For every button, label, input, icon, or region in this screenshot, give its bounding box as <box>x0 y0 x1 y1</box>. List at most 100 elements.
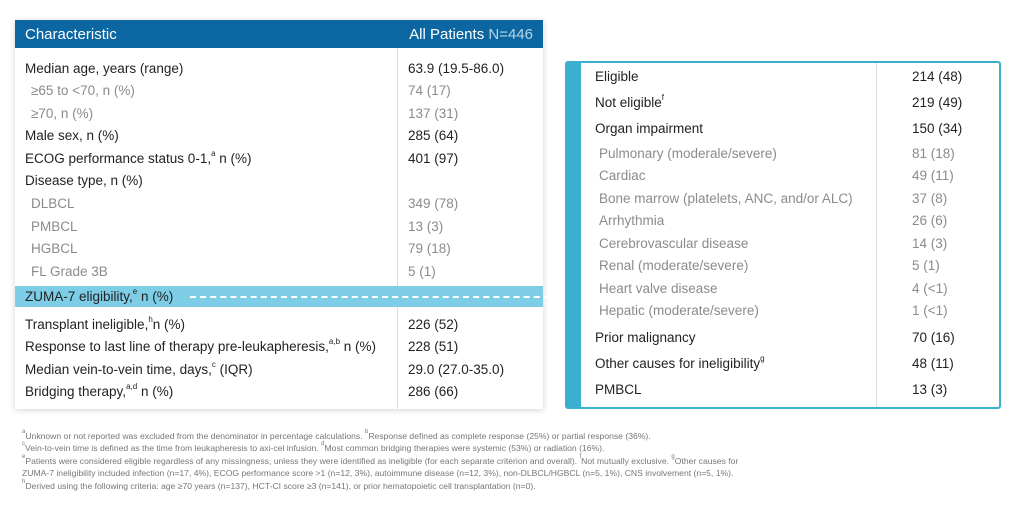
label-text: Renal (moderate/severe) <box>599 257 749 273</box>
footnote-ref: a,b <box>328 336 341 346</box>
footnote-marker: c <box>22 441 25 448</box>
table-row: Not eligiblef 219 (49) <box>581 91 999 113</box>
row-value: 74 (17) <box>408 82 451 98</box>
row-value: 226 (52) <box>408 316 459 332</box>
row-value: 349 (78) <box>408 195 459 211</box>
footnote-ref: a <box>211 148 216 158</box>
table-row: ≥70, n (%) 137 (31) <box>15 102 543 124</box>
row-label: FL Grade 3B <box>31 264 108 279</box>
row-label: ≥65 to <70, n (%) <box>31 83 135 98</box>
zuma7-eligibility-label: ZUMA-7 eligibility,e n (%) <box>25 287 174 305</box>
footnote-ref: f <box>661 92 665 102</box>
row-label: Disease type, n (%) <box>25 173 143 188</box>
row-value: 79 (18) <box>408 240 451 256</box>
row-label: Pulmonary (moderale/severe) <box>599 146 777 161</box>
footnote-line: cVein-to-vein time is defined as the tim… <box>22 441 738 454</box>
label-text: ECOG performance status 0-1, <box>25 150 212 166</box>
row-label: PMBCL <box>31 219 78 234</box>
table-row: ≥65 to <70, n (%) 74 (17) <box>15 79 543 101</box>
label-text: Median age, years (range) <box>25 60 184 76</box>
row-value: 49 (11) <box>912 167 954 183</box>
label-text: DLBCL <box>31 195 75 211</box>
label-text: Not eligible <box>595 94 662 110</box>
row-label: Cerebrovascular disease <box>599 236 748 251</box>
row-label: Hepatic (moderate/severe) <box>599 303 759 318</box>
row-value: 5 (1) <box>912 257 940 273</box>
label-text: ≥65 to <70, n (%) <box>31 82 135 98</box>
row-label: DLBCL <box>31 196 75 211</box>
row-label: Male sex, n (%) <box>25 128 119 143</box>
label-text: Eligible <box>595 68 639 84</box>
row-value: 37 (8) <box>912 190 948 206</box>
table-row: Bone marrow (platelets, ANC, and/or ALC)… <box>581 187 999 209</box>
footnote-ref: g <box>760 353 765 363</box>
row-label: Median age, years (range) <box>25 61 183 76</box>
table-row: Arrhythmia 26 (6) <box>581 209 999 231</box>
footnote-text: Response defined as complete response (2… <box>368 431 651 441</box>
label-text: FL Grade 3B <box>31 263 108 279</box>
table-row: FL Grade 3B 5 (1) <box>15 260 543 282</box>
table-row: PMBCL 13 (3) <box>15 215 543 237</box>
row-value: 1 (<1) <box>912 302 948 318</box>
footnote-text: Derived using the following criteria: ag… <box>25 480 536 491</box>
label-text: Other causes for ineligibility <box>595 355 761 371</box>
table-row: Eligible 214 (48) <box>581 65 999 87</box>
label-text: Response to last line of therapy pre-leu… <box>25 338 329 354</box>
dashed-connector-line <box>190 296 560 298</box>
table-row: Renal (moderate/severe) 5 (1) <box>581 254 999 276</box>
row-value: 81 (18) <box>912 145 955 161</box>
row-label: ≥70, n (%) <box>31 106 93 121</box>
row-value: 63.9 (19.5-86.0) <box>408 60 505 76</box>
footnote-line: hDerived using the following criteria: a… <box>22 478 738 492</box>
label-text: Prior malignancy <box>595 329 696 345</box>
footnote-line: ZUMA-7 ineligibility included infection … <box>22 467 738 479</box>
label-text: Organ impairment <box>595 120 704 136</box>
row-label: Transplant ineligible,hn (%) <box>25 315 185 332</box>
footnote-marker: a <box>22 429 26 435</box>
row-value: 228 (51) <box>408 338 459 354</box>
footnote-text: Not mutually exclusive. <box>581 455 672 466</box>
label-suffix: n (%) <box>137 289 174 304</box>
row-label: Eligible <box>595 69 639 84</box>
footnote-text: Unknown or not reported was excluded fro… <box>25 431 365 441</box>
label: ZUMA-7 eligibility, <box>25 289 133 304</box>
footnotes: aUnknown or not reported was excluded fr… <box>22 429 739 492</box>
label-text: HGBCL <box>31 240 78 256</box>
table-row: HGBCL 79 (18) <box>15 237 543 259</box>
label-text: ≥70, n (%) <box>31 105 94 121</box>
row-value: 13 (3) <box>408 218 444 234</box>
table-row: Transplant ineligible,hn (%) 226 (52) <box>15 313 543 335</box>
row-label: PMBCL <box>595 382 642 397</box>
footnote-text: Other causes for <box>674 455 739 466</box>
footnote-ref: e <box>132 287 138 296</box>
table-row: ECOG performance status 0-1,a n (%) 401 (… <box>15 147 543 169</box>
footnote-marker: d <box>321 441 325 448</box>
row-label: Bone marrow (platelets, ANC, and/or ALC) <box>599 191 853 206</box>
label-suffix: n (%) <box>137 383 174 399</box>
label-text: Bridging therapy, <box>25 383 127 399</box>
label-text: Heart valve disease <box>599 280 718 296</box>
footnote-marker: h <box>22 478 26 485</box>
table-header: Characteristic All Patients N=446 <box>15 20 543 48</box>
row-label: HGBCL <box>31 241 78 256</box>
row-label: Prior malignancy <box>595 330 696 345</box>
label-text: PMBCL <box>595 381 642 397</box>
column-divider <box>397 48 398 409</box>
header-all-patients: All Patients N=446 <box>409 26 533 43</box>
row-label: ECOG performance status 0-1,a n (%) <box>25 148 252 166</box>
footnote-text: Patients were considered eligible regard… <box>25 455 580 466</box>
label-text: Cerebrovascular disease <box>599 235 749 251</box>
table-row: Cardiac 49 (11) <box>581 164 999 186</box>
table-row: Bridging therapy,a,d n (%) 286 (66) <box>15 380 543 402</box>
table-row: Hepatic (moderate/severe) 1 (<1) <box>581 299 999 321</box>
header-characteristic: Characteristic <box>25 25 117 43</box>
row-label: Bridging therapy,a,d n (%) <box>25 382 174 399</box>
label-text: PMBCL <box>31 218 78 234</box>
footnote-text: Vein-to-vein time is defined as the time… <box>25 443 322 454</box>
row-value: 5 (1) <box>408 263 436 279</box>
row-value: 13 (3) <box>912 381 948 397</box>
row-value: 4 (<1) <box>912 280 948 296</box>
header-all-patients-label: All Patients <box>409 25 485 43</box>
column-divider <box>876 63 877 407</box>
row-label: Renal (moderate/severe) <box>599 258 748 273</box>
